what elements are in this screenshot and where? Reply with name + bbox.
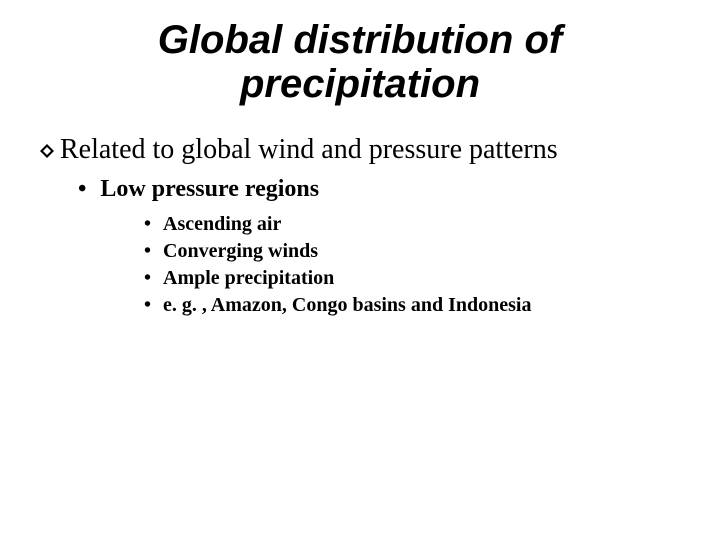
dot-bullet-icon: • xyxy=(144,267,151,290)
level2-text: Low pressure regions xyxy=(100,176,319,203)
slide-title: Global distribution of precipitation xyxy=(0,0,720,106)
level3-text: e. g. , Amazon, Congo basins and Indones… xyxy=(163,294,531,317)
dot-bullet-icon: • xyxy=(78,176,86,203)
level1-text: Related to global wind and pressure patt… xyxy=(60,134,558,166)
title-line-1: Global distribution of xyxy=(0,18,720,62)
dot-bullet-icon: • xyxy=(144,240,151,263)
dot-bullet-icon: • xyxy=(144,294,151,317)
level3-text: Converging winds xyxy=(163,240,318,263)
list-item: • e. g. , Amazon, Congo basins and Indon… xyxy=(144,294,700,317)
list-item: • Converging winds xyxy=(144,240,700,263)
bullet-level1: Related to global wind and pressure patt… xyxy=(38,134,700,166)
title-line-2: precipitation xyxy=(0,62,720,106)
slide-content: Related to global wind and pressure patt… xyxy=(0,106,720,317)
list-item: • Ascending air xyxy=(144,213,700,236)
list-item: • Ample precipitation xyxy=(144,267,700,290)
level3-text: Ample precipitation xyxy=(163,267,334,290)
bullet-level2: • Low pressure regions xyxy=(38,176,700,203)
level3-text: Ascending air xyxy=(163,213,281,236)
dot-bullet-icon: • xyxy=(144,213,151,236)
diamond-bullet-icon xyxy=(38,142,56,160)
level3-list: • Ascending air • Converging winds • Amp… xyxy=(38,213,700,317)
